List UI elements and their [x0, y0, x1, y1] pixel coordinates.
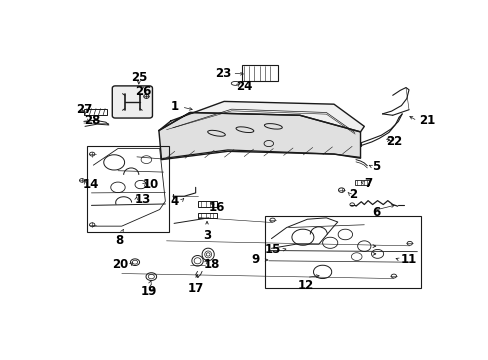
- Text: 3: 3: [203, 229, 211, 242]
- Text: 16: 16: [208, 201, 225, 214]
- Text: 9: 9: [251, 253, 260, 266]
- Polygon shape: [159, 102, 364, 132]
- Text: 18: 18: [203, 258, 219, 271]
- Bar: [354, 180, 368, 185]
- FancyBboxPatch shape: [112, 86, 152, 118]
- Text: 19: 19: [141, 285, 157, 298]
- Text: 4: 4: [170, 195, 178, 208]
- Text: 6: 6: [371, 206, 379, 219]
- Text: 23: 23: [214, 67, 230, 80]
- Text: 20: 20: [112, 258, 128, 271]
- Bar: [87, 146, 169, 232]
- Bar: [264, 216, 420, 288]
- Text: 17: 17: [187, 282, 203, 295]
- Text: 11: 11: [400, 253, 416, 266]
- Text: 15: 15: [264, 243, 280, 256]
- Text: 28: 28: [84, 114, 100, 127]
- Text: 5: 5: [371, 160, 379, 173]
- Text: 26: 26: [135, 85, 152, 98]
- Text: 8: 8: [116, 234, 124, 247]
- Polygon shape: [159, 112, 360, 159]
- Text: 7: 7: [364, 177, 372, 190]
- Text: 22: 22: [386, 135, 402, 148]
- Text: 27: 27: [76, 103, 92, 116]
- Text: 13: 13: [135, 193, 151, 206]
- Text: 10: 10: [142, 178, 159, 191]
- Text: 12: 12: [297, 279, 313, 292]
- Bar: [197, 201, 216, 207]
- Text: 2: 2: [348, 188, 357, 201]
- Bar: [84, 109, 106, 115]
- Text: 25: 25: [130, 71, 147, 84]
- Text: 21: 21: [418, 114, 435, 127]
- Bar: [242, 66, 278, 81]
- Text: 1: 1: [170, 100, 178, 113]
- Bar: [198, 213, 216, 218]
- Text: 14: 14: [83, 178, 99, 191]
- Text: 24: 24: [236, 80, 252, 93]
